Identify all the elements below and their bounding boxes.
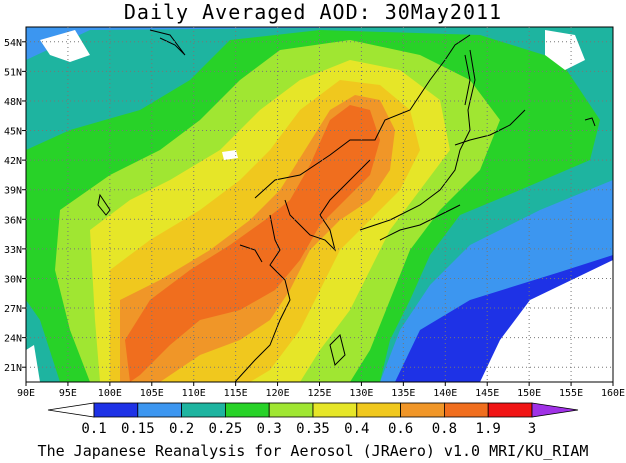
lon-tick-label: 120E (266, 388, 290, 399)
lon-tick-label: 140E (433, 388, 457, 399)
aod-band-0.1 (480, 260, 613, 382)
lon-tick-label: 160E (601, 388, 625, 399)
colorbar-label: 0.2 (169, 421, 194, 437)
aod-band-0.1 (26, 345, 40, 382)
lat-tick-label: 54N (4, 38, 22, 49)
colorbar-swatch (181, 402, 226, 418)
lon-tick-label: 130E (349, 388, 373, 399)
lat-tick-label: 21N (4, 363, 22, 374)
lat-tick-label: 33N (4, 245, 22, 256)
lat-tick-label: 51N (4, 67, 22, 78)
lon-tick-label: 155E (559, 388, 583, 399)
lat-tick-label: 39N (4, 186, 22, 197)
colorbar-label: 0.25 (209, 421, 243, 437)
lon-tick-label: 115E (224, 388, 248, 399)
aod-band-1.9 (125, 105, 380, 382)
colorbar-label: 1.9 (476, 421, 501, 437)
lon-tick-label: 95E (59, 388, 77, 399)
aod-band-0.1 (222, 150, 238, 160)
colorbar-label: 0.3 (257, 421, 282, 437)
lon-tick-label: 110E (182, 388, 206, 399)
aod-field (26, 27, 613, 382)
footer-credit: The Japanese Reanalysis for Aerosol (JRA… (37, 442, 589, 460)
lon-tick-label: 145E (475, 388, 499, 399)
colorbar-label: 0.1 (81, 421, 106, 437)
longitude-axis: 90E 95E 100E 105E 110E 115E 120E 125E 130E 135E 14… (17, 382, 625, 399)
lat-tick-label: 36N (4, 215, 22, 226)
colorbar-label: 0.6 (388, 421, 413, 437)
colorbar-swatch (312, 402, 358, 418)
colorbar-label: 0.4 (344, 421, 369, 437)
lon-tick-label: 135E (391, 388, 415, 399)
colorbar-swatch (268, 402, 314, 418)
map-title: Daily Averaged AOD: 30May2011 (123, 0, 503, 24)
colorbar-max-triangle (531, 402, 579, 418)
lat-tick-label: 27N (4, 304, 22, 315)
lat-tick-label: 45N (4, 127, 22, 138)
colorbar-swatch (224, 402, 270, 418)
colorbar-swatch (487, 402, 533, 418)
colorbar-swatch (400, 402, 445, 418)
lat-tick-label: 42N (4, 156, 22, 167)
lon-tick-label: 90E (17, 388, 35, 399)
lat-tick-label: 24N (4, 334, 22, 345)
colorbar-label: 3 (528, 421, 536, 437)
lon-tick-label: 100E (98, 388, 122, 399)
colorbar-min-triangle (47, 402, 95, 418)
colorbar-swatch (443, 402, 489, 418)
colorbar-swatch (137, 402, 183, 418)
colorbar: 0.1 0.15 0.2 0.25 0.3 0.35 0.4 0.6 0.8 1.9 3 (47, 402, 579, 437)
lon-tick-label: 150E (517, 388, 541, 399)
lat-tick-label: 48N (4, 97, 22, 108)
colorbar-label: 0.8 (432, 421, 457, 437)
lon-tick-label: 125E (307, 388, 331, 399)
lon-tick-label: 105E (140, 388, 164, 399)
colorbar-swatch (356, 402, 401, 418)
colorbar-swatch (93, 402, 139, 418)
latitude-axis: 54N 51N 48N 45N 42N 39N 36N 33N 30N 27N 24N 21N (4, 38, 26, 374)
aod-band-0.1 (545, 30, 585, 70)
colorbar-label: 0.35 (296, 421, 330, 437)
aod-band-0.1 (40, 30, 90, 62)
coastlines (97, 29, 596, 382)
colorbar-label: 0.15 (121, 421, 155, 437)
lat-tick-label: 30N (4, 274, 22, 285)
